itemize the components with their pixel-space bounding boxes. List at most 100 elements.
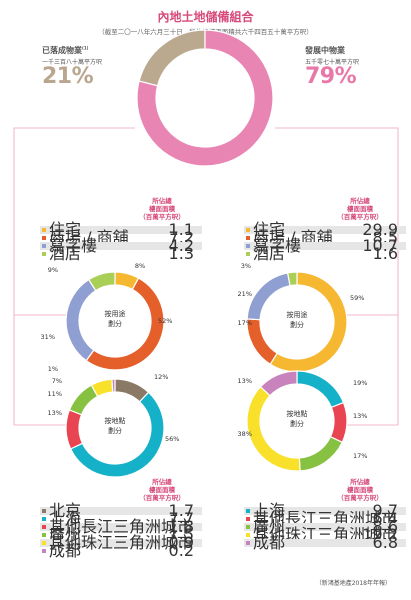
developing-by-use-donut-center-1: 劃分 <box>290 320 304 329</box>
row-value: 29.9 <box>362 220 398 239</box>
row-label: 廣州 <box>49 525 82 544</box>
developing-by-location-donut-center-1: 劃分 <box>290 419 304 428</box>
legend-swatch <box>42 509 46 513</box>
developing-sub: 五千零七十萬平方呎 <box>305 59 360 66</box>
row-label: 上海 <box>253 501 286 520</box>
legend-swatch <box>42 533 46 537</box>
developing-by-location-row: 廣州 8.6 <box>244 517 406 536</box>
row-label: 其他長江三角洲城市 <box>49 517 194 536</box>
row-value: 7.7 <box>168 509 194 528</box>
developing-by-location-donut-label-4: 13% <box>238 377 252 385</box>
row-value: 8.6 <box>372 517 398 536</box>
page-title: 內地土地儲備組合 <box>157 10 254 24</box>
row-label: 北京 <box>49 501 82 520</box>
legend-swatch <box>42 252 46 256</box>
legend-swatch <box>42 228 46 232</box>
completed-pct: 21% <box>42 64 94 89</box>
developing-pct: 79% <box>305 64 357 89</box>
completed-by-location-donut-label-1: 56% <box>165 435 179 443</box>
row-label: 其他珠江三角洲城市 <box>49 533 194 552</box>
developing-by-location-donut-label-1: 13% <box>353 412 367 420</box>
overall-slice-1 <box>136 29 274 167</box>
legend-swatch <box>42 517 46 521</box>
row-label: 酒店 <box>253 244 286 263</box>
developing-by-location-donut-slice-1 <box>329 401 348 444</box>
completed-by-location-row: 其他長江三角洲城市 1.8 <box>40 517 202 536</box>
legend-swatch <box>42 236 46 240</box>
developing-by-location-donut-slice-3 <box>246 385 301 472</box>
developing-by-location-donut-slice-4 <box>259 370 298 397</box>
connector-left <box>13 127 135 425</box>
completed-by-location-row: 北京 1.7 <box>40 501 202 520</box>
developing-by-location-donut-slice-2 <box>298 435 344 472</box>
developing-by-location-header: 所佔總 樓面面積 （百萬平方呎） <box>337 478 383 502</box>
legend-swatch <box>42 549 46 553</box>
completed-by-location-row: 廣州 1.5 <box>40 525 202 544</box>
row-value: 1.3 <box>168 244 194 263</box>
completed-by-use-donut-label-2: 31% <box>41 333 55 341</box>
completed-by-use-donut-label-3: 9% <box>48 266 58 274</box>
row-value: 1.8 <box>168 517 194 536</box>
legend-swatch <box>246 244 250 248</box>
legend-swatch <box>246 509 250 513</box>
legend-swatch <box>246 252 250 256</box>
developing-by-location-row: 其他珠江三角洲城市 19.2 <box>244 525 406 544</box>
row-value: 19.2 <box>362 525 398 544</box>
completed-by-location-donut-slice-5 <box>111 378 116 393</box>
legend-swatch <box>246 533 250 537</box>
completed-by-location-header: 所佔總 樓面面積 （百萬平方呎） <box>139 478 185 502</box>
row-value: 0.2 <box>168 541 194 560</box>
completed-by-location-row: 上海 7.7 <box>40 509 202 528</box>
completed-by-use-row: 商場 / 商舖 7.2 <box>40 228 202 247</box>
row-label: 寫字樓 <box>49 236 98 255</box>
row-value: 9.7 <box>372 501 398 520</box>
row-value: 6.4 <box>372 509 398 528</box>
legend-swatch <box>246 236 250 240</box>
developing-by-use-donut-center-0: 按用途 <box>287 310 308 319</box>
developing-by-use-row: 商場 / 商舖 8.5 <box>244 228 406 247</box>
developing-by-use-donut-label-2: 21% <box>238 290 252 298</box>
row-value: 6.8 <box>372 533 398 552</box>
completed-by-location-donut-label-3: 11% <box>48 390 62 398</box>
row-label: 寫字樓 <box>253 236 302 255</box>
completed-by-location-row: 其他珠江三角洲城市 0.9 <box>40 533 202 552</box>
developing-label: 發展中物業 <box>305 46 345 55</box>
developing-by-use-donut-label-1: 17% <box>238 319 252 327</box>
row-label: 成都 <box>253 533 286 552</box>
developing-by-location-row: 成都 6.8 <box>244 533 406 552</box>
completed-by-location-donut-center-1: 劃分 <box>108 426 122 435</box>
row-label: 住宅 <box>49 220 82 239</box>
completed-by-location-donut-center-0: 按地點 <box>105 416 126 425</box>
completed-by-location-donut-label-4: 7% <box>52 377 62 385</box>
legend-swatch <box>246 541 250 545</box>
completed-by-use-donut-center-0: 按用途 <box>105 309 126 318</box>
overall-slice-0 <box>138 29 206 87</box>
row-value: 8.5 <box>372 228 398 247</box>
row-label: 商場 / 商舖 <box>253 228 333 247</box>
developing-by-use-header: 所佔總 樓面面積 （百萬平方呎） <box>337 197 383 221</box>
legend-swatch <box>246 517 250 521</box>
row-label: 成都 <box>49 541 82 560</box>
connector-right <box>275 127 399 425</box>
completed-by-use-row: 住宅 1.1 <box>40 220 202 239</box>
row-label: 商場 / 商舖 <box>49 228 129 247</box>
row-value: 7.2 <box>168 228 194 247</box>
developing-by-use-row: 住宅 29.9 <box>244 220 406 239</box>
developing-by-location-row: 上海 9.7 <box>244 501 406 520</box>
completed-by-use-header: 所佔總 樓面面積 （百萬平方呎） <box>139 197 185 221</box>
developing-by-location-donut-slice-0 <box>296 370 345 409</box>
legend-swatch <box>42 244 46 248</box>
row-label: 其他長江三角洲城市 <box>253 509 398 528</box>
row-value: 1.1 <box>168 220 194 239</box>
developing-by-use-donut-slice-2 <box>246 272 291 321</box>
row-label: 其他珠江三角洲城市 <box>253 525 398 544</box>
developing-by-location-donut-label-3: 38% <box>238 430 252 438</box>
row-label: 酒店 <box>49 244 82 263</box>
completed-by-use-row: 寫字樓 4.2 <box>40 236 202 255</box>
completed-by-use-donut-slice-3 <box>87 271 116 292</box>
developing-by-use-row: 酒店 1.6 <box>244 244 406 263</box>
legend-swatch <box>246 228 250 232</box>
completed-by-use-donut-slice-2 <box>65 278 97 362</box>
row-label: 廣州 <box>253 517 286 536</box>
completed-by-location-donut-label-5: 1% <box>48 365 58 373</box>
